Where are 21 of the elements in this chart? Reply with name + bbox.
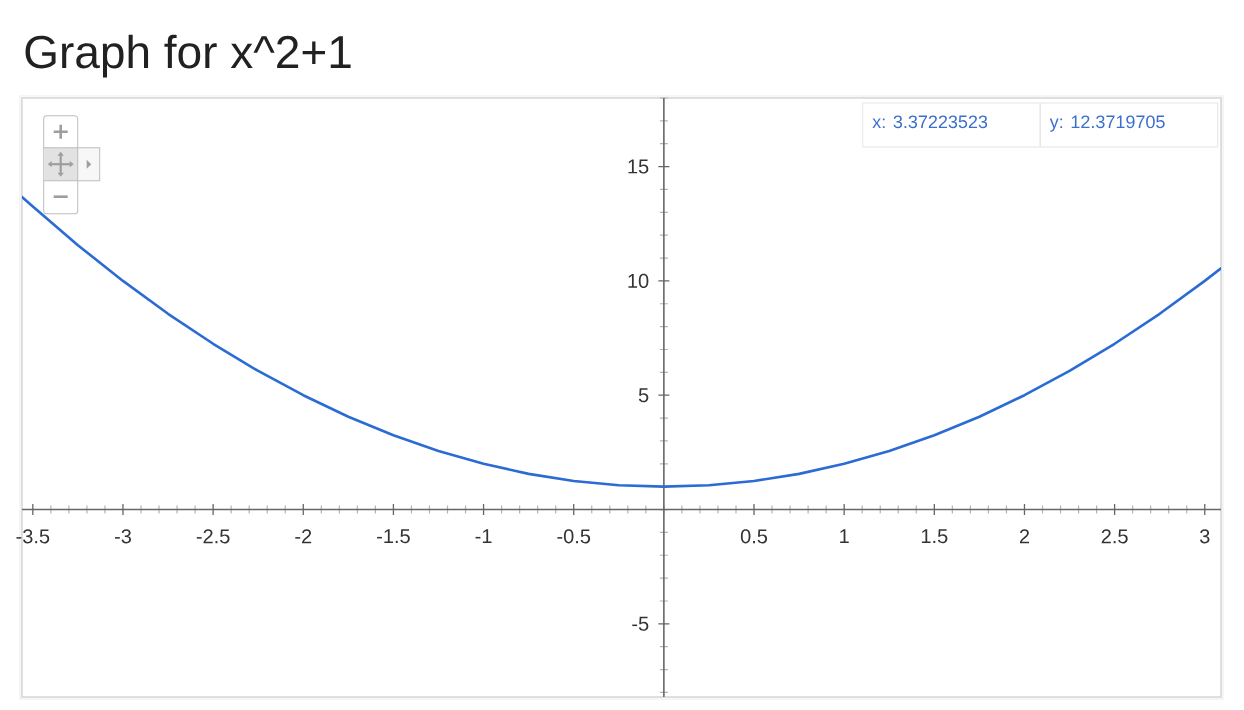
y-tick-label: -5	[632, 616, 649, 631]
annotation: x: 3.37223523	[872, 115, 988, 129]
x-tick-label: -2	[295, 529, 312, 544]
x-tick-label: -1	[475, 529, 492, 543]
x-tick-label: 2	[1019, 529, 1030, 544]
x-tick-label: -1.5	[377, 529, 410, 544]
x-tick-label: -0.5	[557, 529, 591, 544]
x-tick-label: -3.5	[16, 529, 50, 544]
x-tick-label: -2.5	[196, 529, 230, 544]
x-tick-label: 1	[840, 529, 849, 543]
x-tick-label: 3	[1199, 529, 1210, 544]
annotation: y: 12.3719705	[1049, 115, 1165, 132]
y-tick-label: 15	[628, 159, 649, 174]
chart-title: Graph for x^2+1	[25, 34, 351, 78]
y-tick-label: 5	[638, 388, 649, 403]
x-tick-label: 1.5	[921, 529, 948, 544]
x-tick-label: 2.5	[1101, 529, 1128, 544]
line-series	[22, 195, 1221, 488]
x-tick-label: 0.5	[740, 529, 768, 544]
y-tick-label: 10	[628, 273, 649, 288]
x-tick-label: -3	[114, 529, 131, 544]
